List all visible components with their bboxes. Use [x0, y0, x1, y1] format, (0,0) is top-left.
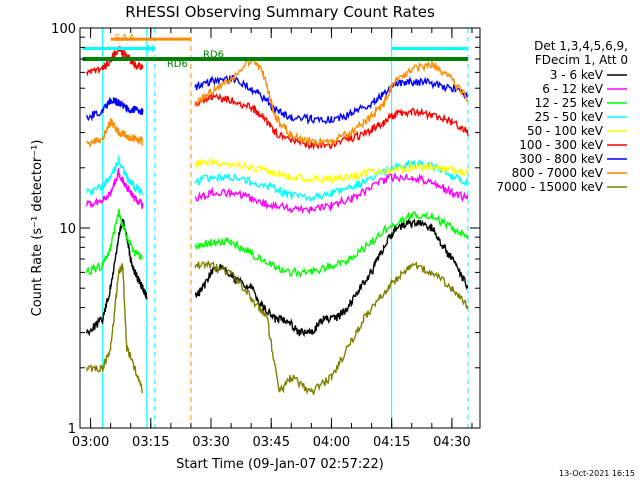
legend-label: 25 - 50 keV: [535, 110, 604, 124]
series-line: [194, 157, 469, 184]
series-line: [85, 155, 469, 202]
series-line: [85, 208, 469, 279]
legend-label: 12 - 25 keV: [535, 96, 604, 110]
legend-label: 50 - 100 keV: [527, 124, 604, 138]
generation-timestamp: 13-Oct-2021 16:15: [559, 469, 635, 478]
y-tick-label: 1: [68, 422, 76, 437]
legend-label: 3 - 6 keV: [550, 68, 604, 82]
series-1: [85, 167, 469, 215]
legend-label: 100 - 300 keV: [519, 138, 603, 152]
chart-title: RHESSI Observing Summary Count Rates: [125, 3, 435, 21]
x-tick-label: 03:30: [192, 435, 229, 450]
annotation-n: N: [147, 44, 154, 55]
plot-area: SAA N RD6 RD6: [79, 27, 481, 429]
x-tick-label: 04:00: [313, 435, 350, 450]
series-line: [85, 217, 469, 338]
y-axis: 1 10 100: [51, 22, 480, 437]
series-4: [194, 157, 469, 184]
x-axis: 03:00 03:15 03:30 03:45 04:00 04:15 04:30: [72, 28, 473, 450]
y-tick-label: 100: [51, 22, 76, 37]
plot-frame: [79, 27, 481, 429]
x-tick-label: 04:15: [373, 435, 410, 450]
series-7: [85, 56, 469, 149]
series-8: [85, 259, 469, 395]
annotation-rd6: RD6: [203, 50, 224, 61]
series-line: [85, 56, 469, 149]
x-tick-label: 03:00: [72, 435, 109, 450]
x-tick-label: 04:30: [433, 435, 470, 450]
legend-header-line-2: FDecim 1, Att 0: [535, 53, 628, 67]
series-3: [85, 155, 469, 202]
x-tick-label: 03:45: [253, 435, 290, 450]
x-axis-label: Start Time (09-Jan-07 02:57:22): [176, 457, 384, 472]
series-5: [85, 45, 469, 151]
legend-label: 7000 - 15000 keV: [496, 180, 603, 194]
legend-label: 6 - 12 keV: [542, 82, 604, 96]
series-6: [85, 74, 469, 126]
legend-header-line-1: Det 1,3,4,5,6,9,: [534, 39, 628, 53]
series-line: [85, 74, 469, 126]
legend: Det 1,3,4,5,6,9, FDecim 1, Att 0 3 - 6 k…: [496, 39, 628, 194]
legend-label: 300 - 800 keV: [519, 152, 603, 166]
legend-label: 800 - 7000 keV: [512, 166, 604, 180]
series-layer: [85, 45, 469, 395]
overlay-layer: [102, 28, 469, 428]
series-line: [85, 167, 469, 215]
x-tick-label: 03:15: [132, 435, 169, 450]
y-axis-label: Count Rate (s⁻¹ detector⁻¹): [30, 140, 45, 317]
series-2: [85, 208, 469, 279]
annotation-rd6: RD6: [167, 59, 188, 70]
y-tick-label: 10: [59, 222, 76, 237]
series-line: [85, 45, 469, 151]
annotation-saa: SAA: [115, 33, 136, 44]
series-0: [85, 217, 469, 338]
annotation-layer: SAA N RD6 RD6: [82, 33, 468, 70]
series-line: [85, 259, 469, 395]
